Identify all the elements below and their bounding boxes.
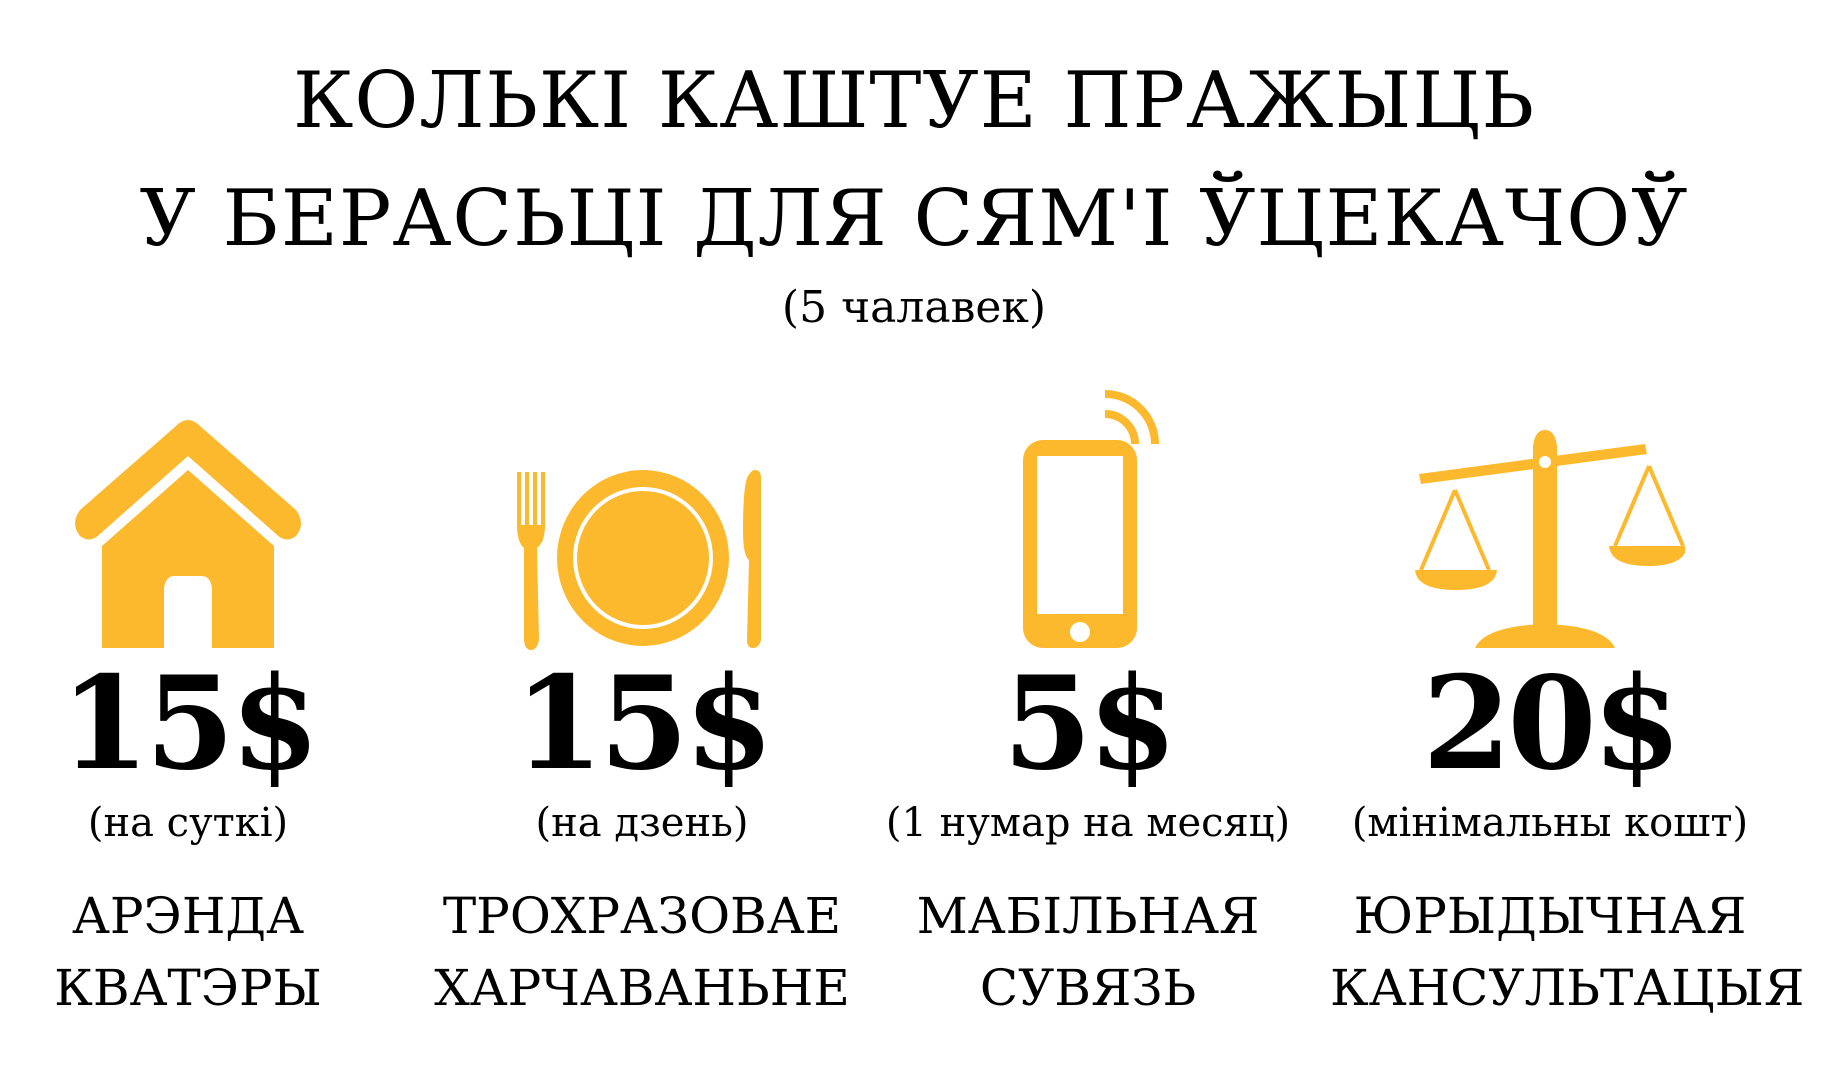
item-label: ЮРЫДЫЧНАЯ КАНСУЛЬТАЦЫЯ: [1330, 887, 1805, 1017]
cost-item-mobile: 5$ (1 нумар на месяц) МАБІЛЬНАЯ СУВЯЗЬ: [868, 380, 1308, 1024]
plate-fork-knife-icon: [422, 380, 862, 650]
house-icon: [0, 380, 408, 650]
price: 15$: [514, 649, 773, 799]
subtitle: (5 чалавек): [781, 282, 1047, 333]
price-note: (1 нумар на месяц): [885, 800, 1291, 846]
cost-item-food: 15$ (на дзень) ТРОХРАЗОВАЕ ХАРЧАВАНЬНЕ: [422, 380, 862, 1024]
price: 20$: [1422, 649, 1681, 799]
title-line-1: КОЛЬКІ КАШТУЕ ПРАЖЫЦЬ: [292, 56, 1536, 146]
price-note: (мінімальны кошт): [1351, 800, 1749, 846]
scales-icon: [1330, 380, 1770, 650]
cost-item-rent: 15$ (на суткі) АРЭНДА КВАТЭРЫ: [0, 380, 408, 1024]
item-label: АРЭНДА КВАТЭРЫ: [54, 887, 322, 1017]
title-line-2: У БЕРАСЬЦІ ДЛЯ СЯМ'І ЎЦЕКАЧОЎ: [139, 174, 1689, 264]
price-note: (на дзень): [535, 800, 749, 846]
item-label: ТРОХРАЗОВАЕ ХАРЧАВАНЬНЕ: [434, 887, 850, 1017]
item-label: МАБІЛЬНАЯ СУВЯЗЬ: [916, 887, 1260, 1017]
price: 5$: [1002, 649, 1177, 799]
cost-item-legal: 20$ (мінімальны кошт) ЮРЫДЫЧНАЯ КАНСУЛЬТА…: [1330, 380, 1805, 1024]
mobile-phone-icon: [868, 380, 1308, 650]
price-note: (на суткі): [87, 800, 289, 846]
price: 15$: [60, 649, 319, 799]
